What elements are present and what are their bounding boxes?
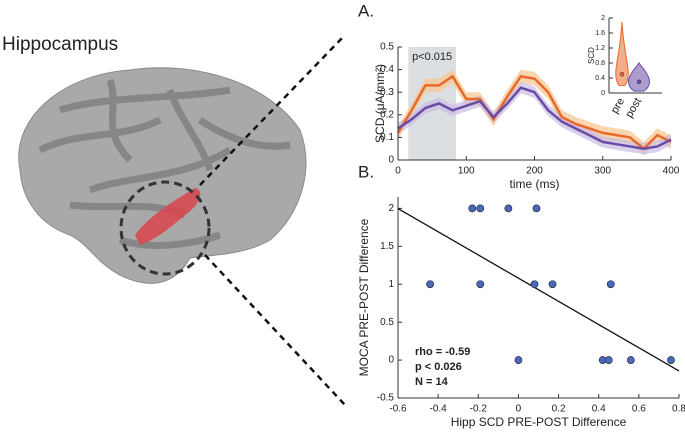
x-tick-label: 0.4 <box>592 404 606 415</box>
point <box>667 356 675 364</box>
stat-annotation: p < 0.026 <box>415 361 462 373</box>
y-axis-label: MOCA PRE-POST Difference <box>357 218 371 376</box>
y-tick-label: 0 <box>388 155 394 166</box>
point <box>476 280 485 289</box>
x-tick-label: 400 <box>663 166 680 177</box>
fit-line <box>397 207 680 372</box>
y-tick-label: 1 <box>388 279 394 290</box>
y-tick-label: 0.8 <box>595 60 605 67</box>
y-tick-label: 2 <box>601 15 605 22</box>
stat-annotation: rho = -0.59 <box>415 346 470 358</box>
y-tick-label: 0.3 <box>380 87 394 98</box>
y-tick-label: 2 <box>388 203 394 214</box>
x-tick-label: 0 <box>395 166 401 177</box>
panel-label: B. <box>358 162 374 181</box>
y-tick-label: 0 <box>601 90 605 97</box>
x-tick-label: -0.2 <box>470 404 488 415</box>
x-tick-label: 0.6 <box>632 404 646 415</box>
x-axis-label: Hipp SCD PRE-POST Difference <box>451 415 627 429</box>
point <box>476 204 485 213</box>
y-tick-label: 0.5 <box>380 42 394 53</box>
x-tick-label: 100 <box>458 166 475 177</box>
y-axis-label: SCD (μA/mm²) <box>373 64 387 143</box>
x-tick-label: post <box>623 96 644 120</box>
x-tick-label: 0 <box>516 404 522 415</box>
violin-median <box>619 72 625 77</box>
x-tick-label: -0.6 <box>389 404 407 415</box>
y-tick-label: 0 <box>388 355 394 366</box>
point <box>530 280 539 289</box>
y-tick-label: 0.2 <box>380 109 394 120</box>
point <box>504 204 513 213</box>
point <box>426 280 435 289</box>
significance-label: p<0.015 <box>412 51 452 63</box>
point <box>514 356 523 364</box>
violin-median <box>636 79 642 84</box>
panel-label: A. <box>358 1 374 20</box>
y-tick-label: 0.4 <box>380 64 394 75</box>
x-tick-label: 200 <box>526 166 543 177</box>
series-line <box>397 86 672 150</box>
x-tick-label: 0.8 <box>672 404 685 415</box>
point <box>604 356 613 364</box>
point <box>548 280 557 289</box>
x-tick-label: 0.2 <box>552 404 566 415</box>
y-tick-label: 0.1 <box>380 132 394 143</box>
point <box>626 356 635 364</box>
y-tick-label: 1.2 <box>595 45 605 52</box>
point <box>532 204 541 213</box>
y-tick-label: 1.6 <box>595 30 605 37</box>
point <box>606 280 615 289</box>
point <box>468 204 477 213</box>
y-tick-label: 1.5 <box>380 241 394 252</box>
x-tick-label: 300 <box>594 166 611 177</box>
figure-title: Hippocampus <box>2 34 118 55</box>
x-axis-label: time (ms) <box>510 177 560 191</box>
x-tick-label: -0.4 <box>430 404 448 415</box>
violin <box>628 61 650 92</box>
series-line <box>396 74 672 151</box>
stat-annotation: N = 14 <box>415 376 449 388</box>
y-tick-label: 0.4 <box>595 75 605 82</box>
brain <box>18 34 346 406</box>
violin <box>615 21 629 86</box>
y-tick-label: -0.5 <box>377 393 395 404</box>
y-axis-label: SCD <box>587 47 596 64</box>
y-tick-label: 0.5 <box>380 317 394 328</box>
